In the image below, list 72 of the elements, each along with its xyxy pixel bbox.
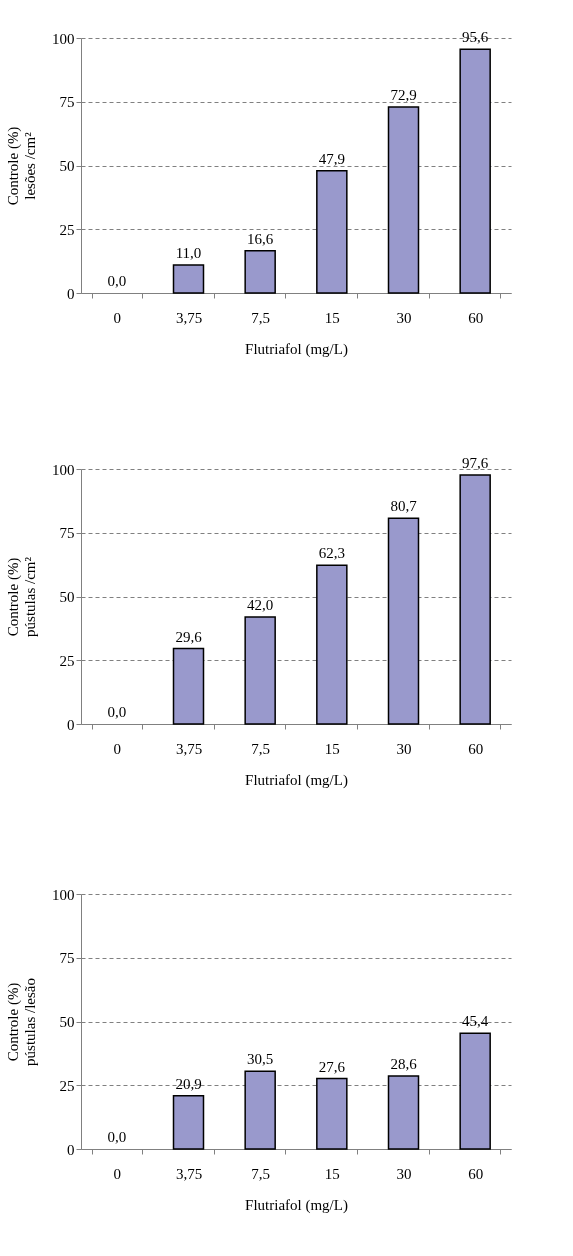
y-tick-label: 0	[67, 716, 75, 733]
data-label: 28,6	[390, 1056, 418, 1073]
bar	[387, 1075, 420, 1150]
x-axis-title: Flutriafol (mg/L)	[245, 340, 348, 358]
y-axis-title: Controle (%) pústulas /cm²	[5, 556, 38, 637]
y-tick-label: 50	[59, 158, 75, 174]
data-label: 0,0	[107, 1129, 127, 1145]
x-tick-label: 0	[113, 309, 122, 326]
x-tick-label: 3,75	[175, 1165, 203, 1182]
data-label: 27,6	[318, 1058, 346, 1075]
bar	[459, 1032, 491, 1150]
x-tick-label: 7,5	[251, 1165, 271, 1182]
data-label: 45,4	[462, 1013, 489, 1030]
data-label: 95,6	[462, 29, 489, 46]
data-label: 29,6	[175, 628, 203, 645]
y-tick-label: 50	[59, 1014, 75, 1030]
data-label: 97,6	[462, 455, 489, 472]
x-tick-label: 30	[396, 309, 412, 326]
data-label: 80,7	[390, 498, 418, 515]
bar	[387, 517, 420, 725]
bar	[244, 616, 276, 725]
y-tick-label: 25	[59, 1077, 75, 1094]
y-tick-label: 100	[52, 461, 75, 478]
data-label: 30,5	[247, 1051, 274, 1068]
y-tick-label: 0	[67, 1141, 75, 1158]
data-label: 11,0	[175, 244, 202, 261]
data-label: 42,0	[247, 596, 274, 613]
y-tick-label: 75	[59, 525, 75, 542]
x-tick-label: 3,75	[175, 740, 203, 757]
x-tick-label: 0	[113, 740, 122, 757]
bar	[172, 647, 205, 725]
bar	[244, 249, 276, 294]
x-tick-label: 30	[396, 1165, 412, 1182]
bar	[387, 106, 420, 294]
data-label: 0,0	[107, 273, 127, 289]
x-tick-label: 60	[468, 1165, 484, 1182]
y-tick-label: 25	[59, 221, 75, 238]
y-tick-label: 75	[59, 950, 75, 967]
data-label: 20,9	[175, 1075, 202, 1092]
x-tick-label: 3,75	[175, 309, 203, 326]
data-label: 0,0	[107, 704, 127, 720]
x-tick-label: 15	[324, 309, 340, 326]
y-axis-title: Controle (%) lesões /cm²	[5, 126, 38, 206]
y-tick-label: 50	[59, 589, 75, 605]
x-tick-label: 60	[468, 309, 484, 326]
data-label: 62,3	[318, 545, 345, 562]
bar	[459, 48, 491, 294]
bar	[316, 564, 348, 725]
x-tick-label: 15	[324, 740, 340, 757]
y-tick-label: 100	[52, 886, 75, 903]
y-tick-label: 25	[59, 652, 75, 669]
x-tick-label: 15	[324, 1165, 340, 1182]
x-axis-title: Flutriafol (mg/L)	[245, 771, 348, 789]
data-label: 72,9	[390, 87, 417, 104]
x-axis-title: Flutriafol (mg/L)	[245, 1196, 348, 1214]
bar	[244, 1070, 276, 1150]
y-axis-title: Controle (%) pústulas /lesão	[5, 978, 38, 1066]
bar	[459, 474, 491, 725]
y-tick-label: 75	[59, 94, 75, 111]
x-tick-label: 30	[396, 740, 412, 757]
x-tick-label: 60	[468, 740, 484, 757]
bar	[316, 1077, 348, 1150]
x-tick-label: 0	[113, 1165, 122, 1182]
y-tick-label: 100	[52, 30, 75, 47]
x-tick-label: 7,5	[251, 309, 271, 326]
x-tick-label: 7,5	[251, 740, 271, 757]
data-label: 16,6	[247, 230, 274, 247]
data-label: 47,9	[318, 150, 345, 167]
bar	[172, 1094, 205, 1150]
bar	[316, 170, 348, 294]
y-tick-label: 0	[67, 285, 75, 302]
bar	[172, 264, 205, 294]
